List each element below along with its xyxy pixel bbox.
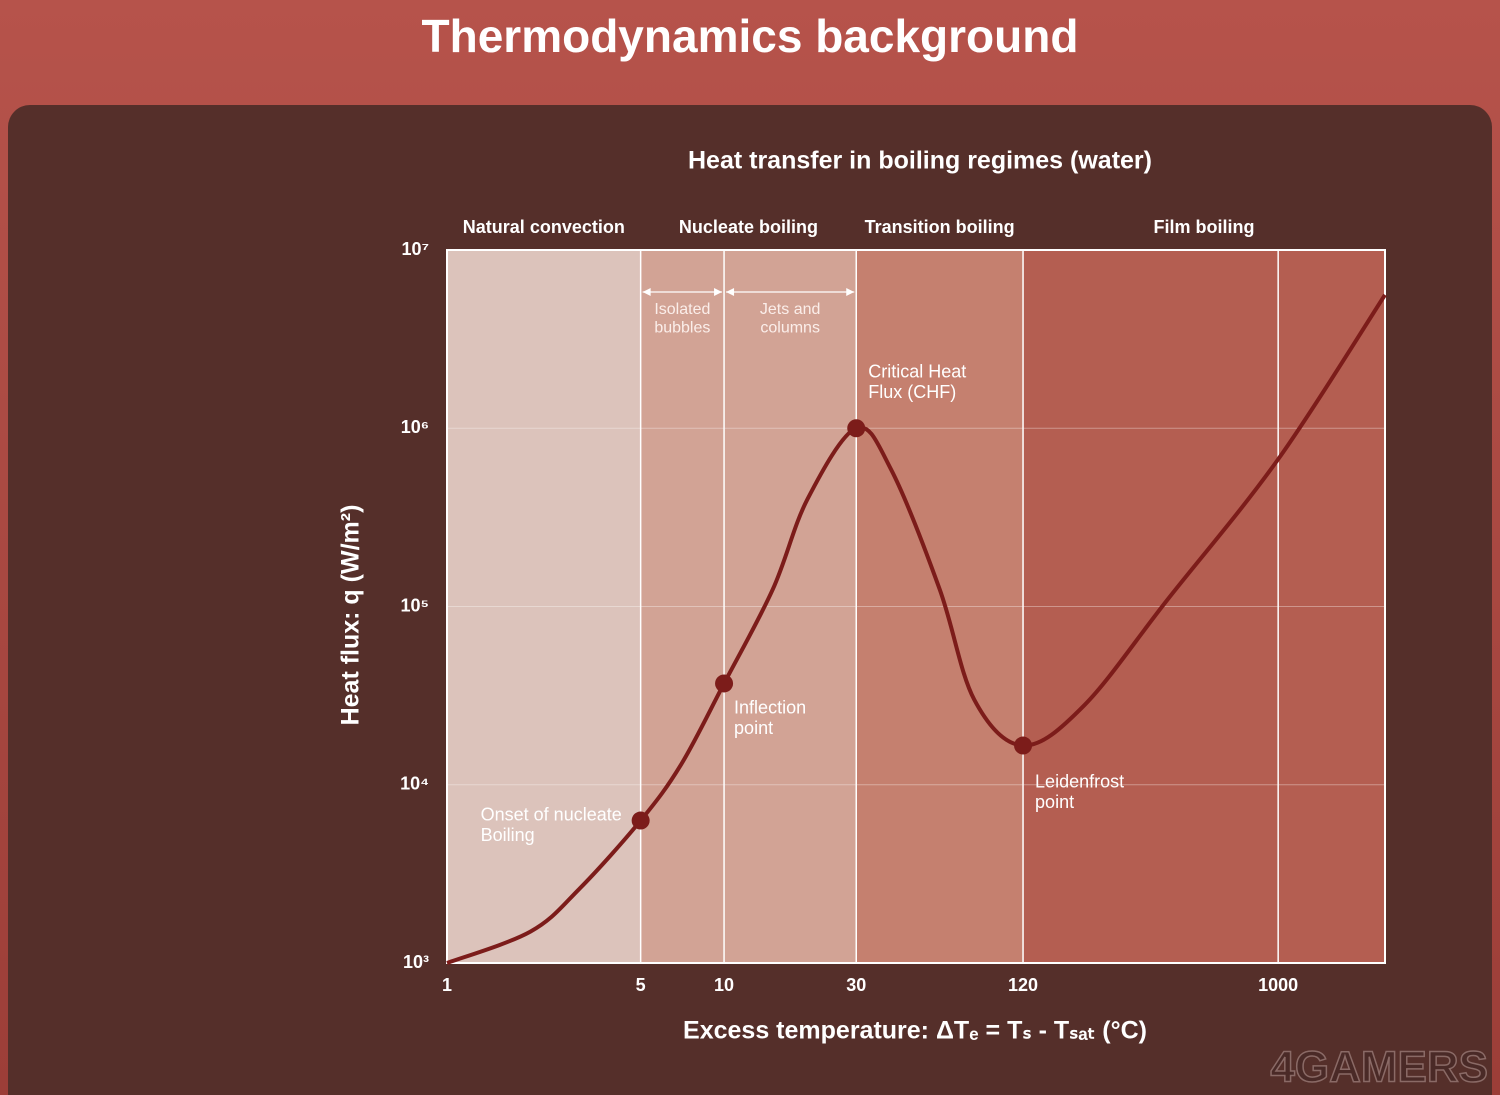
regime-band bbox=[447, 250, 641, 963]
chart-title: Heat transfer in boiling regimes (water) bbox=[688, 147, 1152, 175]
watermark: 4GAMERS bbox=[1270, 1043, 1488, 1092]
y-tick-label: 10³ bbox=[403, 952, 429, 972]
key-point bbox=[631, 811, 650, 830]
slide-title: Thermodynamics background bbox=[422, 10, 1079, 62]
x-tick-label: 30 bbox=[846, 975, 866, 995]
key-point bbox=[1014, 736, 1033, 755]
key-point bbox=[715, 674, 734, 693]
regime-label: Natural convection bbox=[463, 217, 625, 237]
x-tick-label: 120 bbox=[1008, 975, 1038, 995]
y-axis-label: Heat flux: q (W/m²) bbox=[337, 505, 365, 726]
regime-band bbox=[1023, 250, 1385, 963]
regime-label: Film boiling bbox=[1154, 217, 1255, 237]
y-tick-label: 10⁴ bbox=[400, 774, 429, 794]
y-tick-label: 10⁷ bbox=[402, 239, 429, 259]
x-tick-label: 1000 bbox=[1258, 975, 1298, 995]
regime-label: Transition boiling bbox=[865, 217, 1015, 237]
x-tick-label: 10 bbox=[714, 975, 734, 995]
regime-band bbox=[640, 250, 857, 963]
subregime-label: Jets and columns bbox=[760, 301, 820, 336]
arrow-head bbox=[642, 288, 723, 296]
x-tick-label: 5 bbox=[636, 975, 646, 995]
x-tick-label: 1 bbox=[442, 975, 452, 995]
point-label: Leidenfrost point bbox=[1035, 771, 1124, 812]
point-label: Inflection point bbox=[734, 697, 806, 738]
x-axis-label: Excess temperature: ΔTₑ = Tₛ - Tₛₐₜ (°C) bbox=[683, 1017, 1147, 1045]
y-tick-label: 10⁵ bbox=[401, 595, 429, 615]
regime-band bbox=[856, 250, 1024, 963]
regime-label: Nucleate boiling bbox=[679, 217, 818, 237]
y-tick-label: 10⁶ bbox=[401, 417, 429, 437]
plot-frame bbox=[446, 249, 1386, 964]
point-label: Critical Heat Flux (CHF) bbox=[868, 361, 966, 402]
point-label: Onset of nucleate Boiling bbox=[481, 804, 622, 845]
subregime-label: Isolated bubbles bbox=[654, 301, 710, 336]
key-point bbox=[847, 419, 866, 438]
